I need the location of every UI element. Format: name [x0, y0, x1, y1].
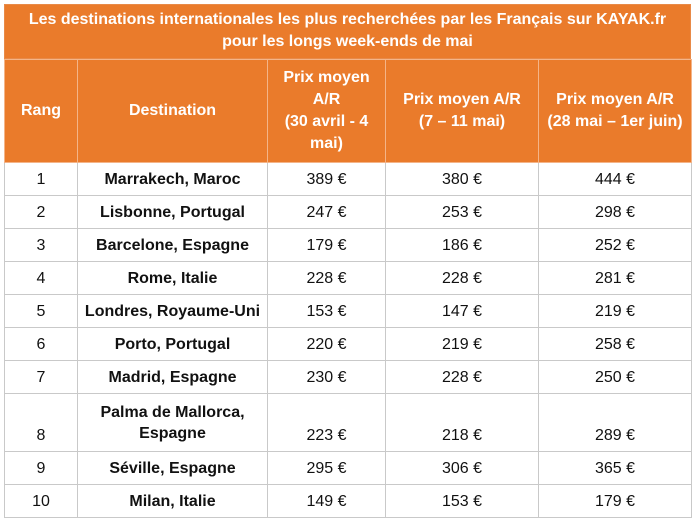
price-cell-period-3: 298 € [538, 195, 692, 229]
title-line-1: Les destinations internationales les plu… [28, 11, 667, 28]
header-price-period-3: Prix moyen A/R (28 mai – 1er juin) [538, 59, 692, 163]
rank-cell: 3 [4, 228, 78, 262]
price-cell-period-2: 253 € [385, 195, 539, 229]
price-cell-period-2: 147 € [385, 294, 539, 328]
header-price-period-2: Prix moyen A/R (7 – 11 mai) [385, 59, 539, 163]
rank-cell: 5 [4, 294, 78, 328]
price-cell-period-1: 149 € [267, 484, 386, 518]
table-row: 8 Palma de Mallorca, Espagne 223 € 218 €… [4, 393, 692, 452]
price-cell-period-1: 230 € [267, 360, 386, 394]
price-cell-period-3: 444 € [538, 162, 692, 196]
header-price-3-line-2: (28 mai – 1er juin) [547, 113, 683, 130]
price-cell-period-2: 186 € [385, 228, 539, 262]
price-cell-period-1: 389 € [267, 162, 386, 196]
rank-cell: 9 [4, 451, 78, 485]
table-row: 1 Marrakech, Maroc 389 € 380 € 444 € [4, 162, 692, 196]
destination-cell: Lisbonne, Portugal [77, 195, 268, 229]
destination-cell: Marrakech, Maroc [77, 162, 268, 196]
destinations-table-container: Les destinations internationales les plu… [4, 4, 692, 518]
destination-line-2: Espagne [139, 424, 206, 442]
header-price-1-line-3: (30 avril - 4 [284, 113, 369, 130]
destination-cell: Séville, Espagne [77, 451, 268, 485]
header-price-1-line-1: Prix moyen [283, 69, 370, 86]
price-cell-period-3: 365 € [538, 451, 692, 485]
destination-cell: Milan, Italie [77, 484, 268, 518]
rank-cell: 1 [4, 162, 78, 196]
header-row: Rang Destination Prix moyen A/R (30 avri… [4, 59, 692, 163]
destination-cell: Rome, Italie [77, 261, 268, 295]
price-cell-period-2: 218 € [385, 393, 539, 452]
price-cell-period-2: 219 € [385, 327, 539, 361]
table-title: Les destinations internationales les plu… [4, 4, 691, 59]
destinations-table: Rang Destination Prix moyen A/R (30 avri… [4, 59, 692, 518]
destination-cell: Barcelone, Espagne [77, 228, 268, 262]
price-cell-period-3: 219 € [538, 294, 692, 328]
price-cell-period-2: 380 € [385, 162, 539, 196]
table-row: 6 Porto, Portugal 220 € 219 € 258 € [4, 327, 692, 361]
header-destination: Destination [77, 59, 268, 163]
rank-cell: 4 [4, 261, 78, 295]
destination-cell: Porto, Portugal [77, 327, 268, 361]
rank-cell: 2 [4, 195, 78, 229]
price-cell-period-1: 179 € [267, 228, 386, 262]
price-cell-period-2: 306 € [385, 451, 539, 485]
destination-cell: Madrid, Espagne [77, 360, 268, 394]
table-row: 5 Londres, Royaume-Uni 153 € 147 € 219 € [4, 294, 692, 328]
header-price-3-line-1: Prix moyen A/R [556, 91, 674, 108]
destination-cell: Palma de Mallorca, Espagne [77, 393, 268, 452]
price-cell-period-1: 228 € [267, 261, 386, 295]
rank-cell: 6 [4, 327, 78, 361]
price-cell-period-1: 223 € [267, 393, 386, 452]
price-cell-period-3: 179 € [538, 484, 692, 518]
price-cell-period-2: 228 € [385, 261, 539, 295]
header-rank: Rang [4, 59, 78, 163]
table-row: 3 Barcelone, Espagne 179 € 186 € 252 € [4, 228, 692, 262]
destination-cell: Londres, Royaume-Uni [77, 294, 268, 328]
table-row: 7 Madrid, Espagne 230 € 228 € 250 € [4, 360, 692, 394]
header-price-period-1: Prix moyen A/R (30 avril - 4 mai) [267, 59, 386, 163]
rank-cell: 8 [4, 393, 78, 452]
price-cell-period-1: 247 € [267, 195, 386, 229]
rank-cell: 10 [4, 484, 78, 518]
table-row: 9 Séville, Espagne 295 € 306 € 365 € [4, 451, 692, 485]
table-row: 10 Milan, Italie 149 € 153 € 179 € [4, 484, 692, 518]
price-cell-period-3: 289 € [538, 393, 692, 452]
price-cell-period-3: 250 € [538, 360, 692, 394]
price-cell-period-1: 220 € [267, 327, 386, 361]
price-cell-period-3: 258 € [538, 327, 692, 361]
price-cell-period-2: 153 € [385, 484, 539, 518]
destination-line-1: Palma de Mallorca, [100, 403, 245, 421]
header-price-2-line-2: (7 – 11 mai) [418, 113, 506, 130]
table-row: 4 Rome, Italie 228 € 228 € 281 € [4, 261, 692, 295]
price-cell-period-3: 252 € [538, 228, 692, 262]
price-cell-period-1: 153 € [267, 294, 386, 328]
price-cell-period-2: 228 € [385, 360, 539, 394]
rank-cell: 7 [4, 360, 78, 394]
header-price-1-line-4: mai) [310, 135, 343, 152]
header-price-1-line-2: A/R [312, 91, 341, 108]
price-cell-period-1: 295 € [267, 451, 386, 485]
title-line-2: pour les longs week-ends de mai [222, 33, 473, 50]
table-row: 2 Lisbonne, Portugal 247 € 253 € 298 € [4, 195, 692, 229]
header-price-2-line-1: Prix moyen A/R [403, 91, 521, 108]
price-cell-period-3: 281 € [538, 261, 692, 295]
